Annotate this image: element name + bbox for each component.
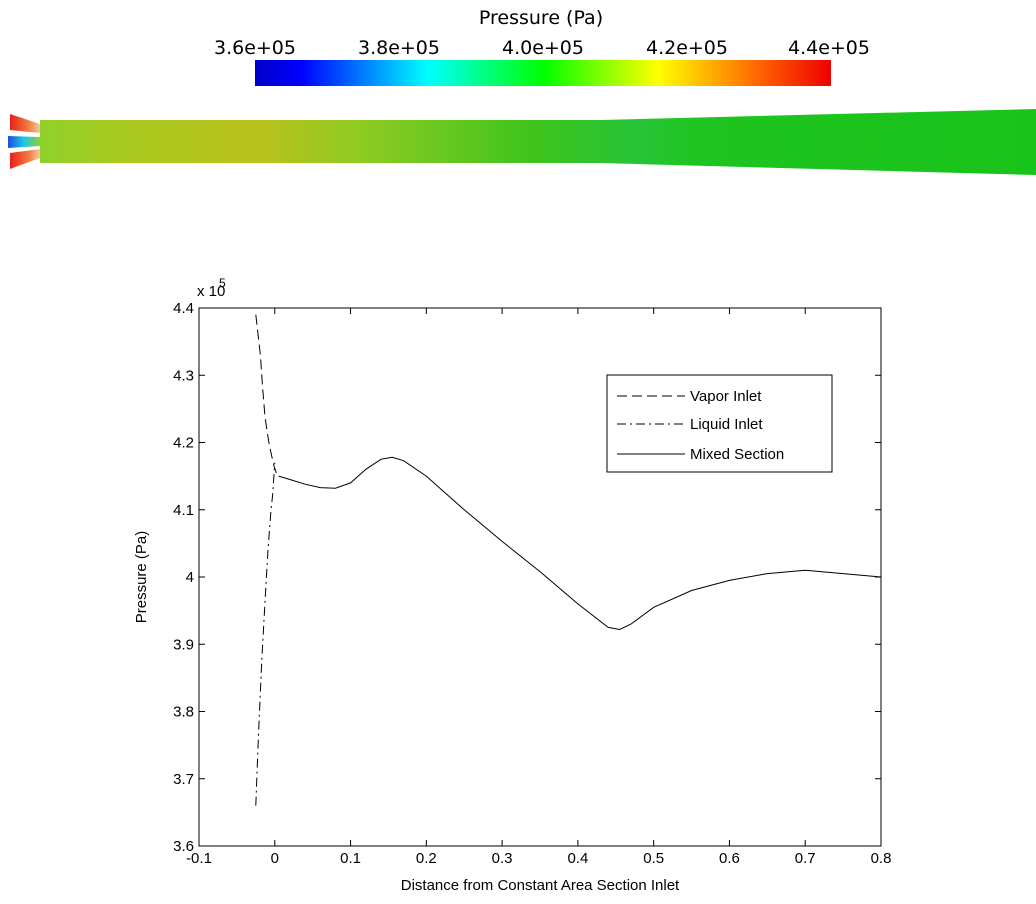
x-tick-label: 0.3 [492, 850, 513, 867]
y-tick-label: 3.9 [173, 636, 194, 653]
y-tick-label: 4 [186, 569, 194, 586]
vapor-inlet-top [10, 114, 40, 133]
x-tick-label: 0.1 [340, 850, 361, 867]
x-tick-label: -0.1 [186, 850, 212, 867]
pressure-contour [8, 109, 1036, 175]
x-tick-label: 0.7 [795, 850, 816, 867]
x-tick-label: 0.4 [567, 850, 588, 867]
colorbar-tick-label: 4.4e+05 [788, 37, 870, 59]
legend-label-mixed-section: Mixed Section [690, 446, 784, 463]
mixing-section-body [40, 109, 1036, 175]
y-tick-label: 3.7 [173, 771, 194, 788]
y-tick-label: 4.1 [173, 502, 194, 519]
y-tick-label: 3.6 [173, 838, 194, 855]
y-tick-label: 4.4 [173, 300, 194, 317]
x-tick-label: 0.5 [643, 850, 664, 867]
y-tick-label: 4.2 [173, 435, 194, 452]
y-axis: 3.6 3.7 3.8 3.9 4 4.1 4.2 4.3 4.4 [173, 300, 881, 855]
colorbar: Pressure (Pa) 3.6e+05 3.8e+05 4.0e+05 4.… [214, 7, 870, 86]
y-axis-multiplier: x 10 [197, 283, 225, 300]
series-layer [255, 314, 882, 806]
x-tick-label: 0.8 [871, 850, 892, 867]
colorbar-tick-label: 4.0e+05 [502, 37, 584, 59]
series-line-liquid-inlet [255, 462, 276, 806]
x-tick-label: 0.2 [416, 850, 437, 867]
series-line-vapor-inlet [255, 314, 280, 477]
y-axis-label: Pressure (Pa) [133, 531, 150, 624]
series-line-mixed-section [278, 456, 882, 631]
colorbar-title: Pressure (Pa) [479, 7, 603, 29]
y-axis-multiplier-exponent: 5 [219, 276, 226, 290]
legend-label-vapor-inlet: Vapor Inlet [690, 388, 762, 405]
x-tick-label: 0.6 [719, 850, 740, 867]
colorbar-tick-label: 3.6e+05 [214, 37, 296, 59]
x-axis-label: Distance from Constant Area Section Inle… [401, 877, 680, 894]
colorbar-tick-label: 4.2e+05 [646, 37, 728, 59]
legend-label-liquid-inlet: Liquid Inlet [690, 416, 763, 433]
y-tick-label: 3.8 [173, 704, 194, 721]
colorbar-gradient [255, 60, 831, 86]
pressure-line-chart: -0.1 0 0.1 0.2 0.3 0.4 0.5 0.6 0.7 0.8 3.63.73.83… [133, 276, 891, 894]
vapor-inlet-bottom [10, 149, 40, 169]
legend: Vapor Inlet Liquid Inlet Mixed Section [606, 374, 833, 473]
y-tick-label: 4.3 [173, 367, 194, 384]
liquid-inlet-core [8, 136, 40, 148]
x-tick-label: 0 [271, 850, 279, 867]
colorbar-tick-label: 3.8e+05 [358, 37, 440, 59]
x-axis: -0.1 0 0.1 0.2 0.3 0.4 0.5 0.6 0.7 0.8 [186, 308, 891, 867]
